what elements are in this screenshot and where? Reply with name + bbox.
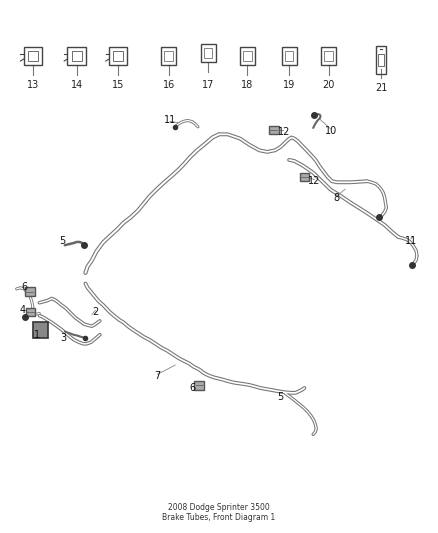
Bar: [28, 51, 38, 61]
Text: 11: 11: [405, 236, 417, 246]
Bar: [244, 51, 251, 61]
Text: 21: 21: [375, 83, 387, 93]
Bar: [201, 44, 215, 62]
Text: 2: 2: [92, 307, 99, 317]
Text: 11: 11: [164, 115, 176, 125]
Text: 6: 6: [190, 383, 196, 393]
Bar: [24, 47, 42, 65]
Text: 5: 5: [59, 236, 65, 246]
Bar: [269, 126, 279, 134]
Text: 7: 7: [155, 371, 161, 381]
Text: 18: 18: [241, 80, 254, 90]
Bar: [376, 45, 386, 74]
Bar: [204, 48, 212, 58]
Bar: [109, 47, 127, 65]
Text: 12: 12: [308, 176, 321, 186]
Text: 15: 15: [112, 80, 124, 90]
Text: 6: 6: [21, 282, 27, 292]
Bar: [194, 381, 204, 390]
Bar: [26, 308, 35, 316]
Text: 2008 Dodge Sprinter 3500
Brake Tubes, Front Diagram 1: 2008 Dodge Sprinter 3500 Brake Tubes, Fr…: [162, 503, 276, 522]
Bar: [161, 47, 176, 65]
Text: 4: 4: [20, 305, 26, 315]
Text: 10: 10: [325, 126, 337, 135]
Bar: [67, 47, 86, 65]
Bar: [324, 51, 333, 61]
Bar: [285, 51, 293, 61]
Text: 16: 16: [162, 80, 175, 90]
Bar: [32, 322, 48, 338]
Bar: [321, 47, 336, 65]
Bar: [25, 287, 35, 296]
Bar: [240, 47, 255, 65]
Text: 12: 12: [278, 127, 290, 137]
Bar: [164, 51, 173, 61]
Bar: [72, 51, 81, 61]
Text: 20: 20: [322, 80, 335, 90]
Text: 3: 3: [60, 333, 67, 343]
Text: 8: 8: [333, 193, 339, 203]
Bar: [300, 173, 309, 181]
Text: 14: 14: [71, 80, 83, 90]
Text: 13: 13: [27, 80, 39, 90]
Text: 19: 19: [283, 80, 295, 90]
Bar: [378, 54, 384, 66]
Bar: [113, 51, 123, 61]
Text: 1: 1: [34, 330, 40, 340]
Bar: [282, 47, 297, 65]
Text: 5: 5: [277, 392, 283, 402]
Text: 17: 17: [202, 80, 214, 90]
